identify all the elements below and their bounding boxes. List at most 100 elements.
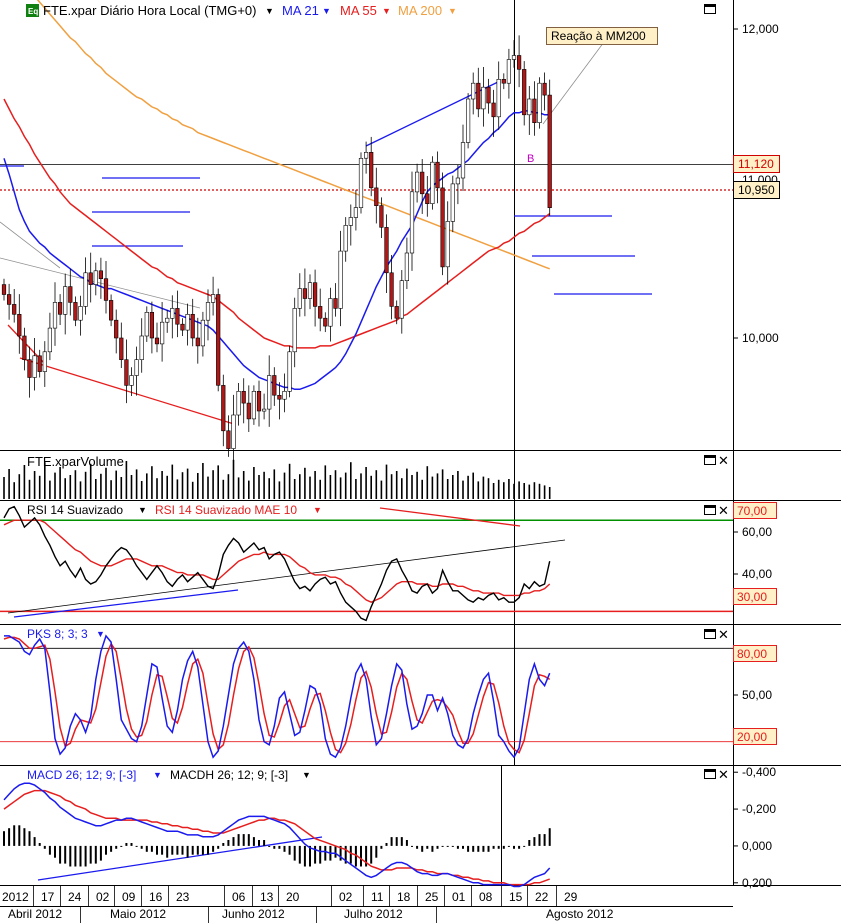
volume-bar [472,472,474,499]
rsi-panel: RSI 14 Suavizado ▼ RSI 14 Suavizado MAE … [0,502,777,622]
volume-bar [151,466,153,499]
macd-histogram-bar [222,843,225,846]
volume-bar [161,471,163,499]
volume-bar [487,478,490,499]
candle [435,151,440,204]
maximize-icon[interactable] [704,769,716,779]
volume-bar [84,471,87,499]
macd-histogram-bar [303,845,306,867]
volume-bar [390,474,393,499]
rsi-title: RSI 14 Suavizado [27,503,123,517]
candle [241,378,246,424]
macd-histogram-bar [33,837,36,846]
rsi-signal-title: RSI 14 Suavizado MAE 10 [155,503,297,517]
candle [98,257,103,299]
volume-bar [166,475,168,499]
close-icon[interactable]: ✕ [718,453,729,468]
macd-histogram-bar [349,845,352,864]
macd-histogram-bar [13,825,16,846]
ma21-label[interactable]: MA 21 [282,3,319,18]
maximize-icon[interactable] [704,4,716,14]
month-label: Maio 2012 [110,907,166,921]
candle [465,93,471,149]
volume-title: FTE.xparVolume [27,454,124,469]
macd-histogram-bar [431,845,434,852]
macd-histogram-bar [436,845,439,849]
volume-bar [329,475,332,499]
candle [68,268,73,316]
macd-line [3,782,551,888]
ma200-label[interactable]: MA 200 [398,3,442,18]
dropdown-arrow-icon[interactable]: ▼ [138,505,147,515]
volume-bar [13,482,15,499]
dropdown-arrow-icon[interactable]: ▼ [153,770,162,780]
volume-bar [334,470,337,499]
candle [328,287,333,342]
candle [460,124,466,192]
maximize-icon[interactable] [704,455,716,465]
macd-histogram-bar [89,845,92,864]
annotation-box: Reação à MM200 [546,27,658,45]
candle [547,79,552,216]
dropdown-arrow-icon[interactable]: ▼ [96,629,105,639]
candle [312,269,318,327]
date-tick-label: 25 [425,890,439,904]
volume-bar [360,473,362,499]
volume-bar [64,478,66,499]
volume-bar [135,469,138,499]
maximize-icon[interactable] [704,629,716,639]
dropdown-arrow-icon[interactable]: ▼ [313,505,322,515]
candle [384,214,389,293]
volume-bar [436,473,439,499]
macd-histogram-bar [18,825,21,846]
close-icon[interactable]: ✕ [718,627,729,642]
macd-histogram-bar [334,845,337,858]
date-tick-label: 24 [68,890,82,904]
maximize-icon[interactable] [704,505,716,515]
volume-bar [186,468,189,499]
volume-bar [105,467,107,499]
date-tick-label: 02 [96,890,110,904]
ma55-label[interactable]: MA 55 [340,3,377,18]
close-icon[interactable]: ✕ [718,767,729,782]
dropdown-arrow-icon[interactable]: ▼ [382,6,391,16]
candle [307,274,313,310]
volume-bar [263,471,265,499]
pks-title: PKS 8; 3; 3 [27,627,88,641]
dropdown-arrow-icon[interactable]: ▼ [322,6,331,16]
candle [297,273,302,317]
macd-histogram-bar [247,834,250,846]
volume-bar [197,473,199,499]
volume-bar [268,478,270,499]
candle [414,163,420,203]
candle [379,197,384,239]
dropdown-arrow-icon[interactable]: ▼ [448,6,457,16]
candle [450,175,455,233]
volume-bar [242,471,245,499]
macd-histogram-bar [94,845,97,864]
ma200-line [36,0,550,270]
macd-histogram-bar [467,845,470,852]
macd-title: MACD 26; 12; 9; [-3] [27,768,136,782]
volume-bar [538,483,541,499]
close-icon[interactable]: ✕ [718,503,729,518]
pks-axis: 50,00 80,00 20,00 [733,645,777,745]
macd-histogram-bar [380,845,383,849]
candle [221,374,226,447]
macd-histogram-bar [548,828,551,846]
volume-bar [395,471,398,499]
tick-label: -0,200 [742,802,776,816]
macd-histogram-bar [120,845,123,847]
candle [348,204,353,246]
candle [103,260,109,314]
ma55-line [3,98,551,349]
candle [134,346,139,396]
macd-histogram-bar [487,845,490,852]
candle [318,288,323,332]
candle [486,78,491,114]
dropdown-arrow-icon[interactable]: ▼ [265,6,274,16]
candle [394,300,399,325]
macd-histogram-bar [171,845,174,855]
tick-label: 0,200 [742,876,772,890]
dropdown-arrow-icon[interactable]: ▼ [302,770,311,780]
